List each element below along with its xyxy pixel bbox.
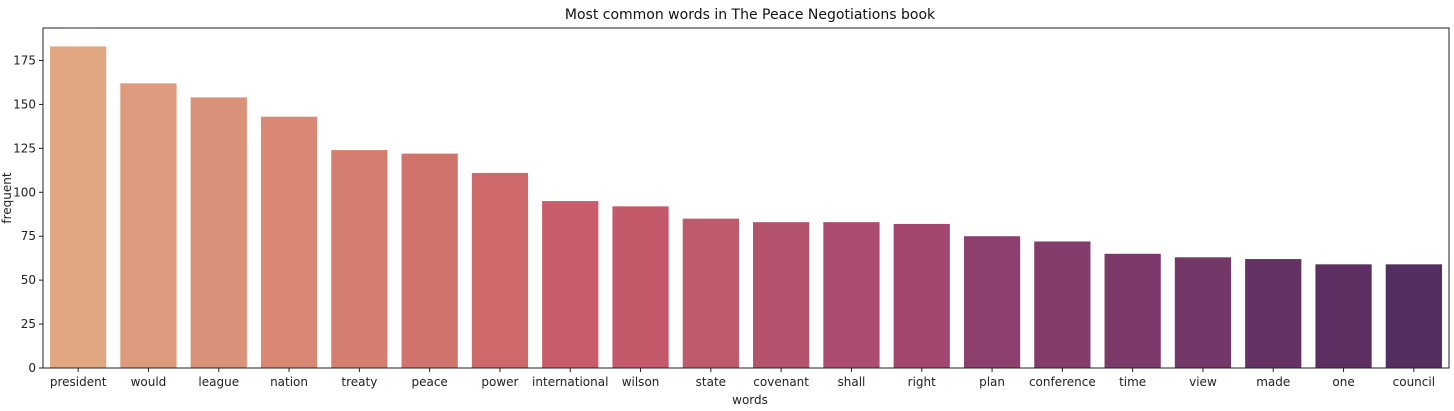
bar-state — [682, 218, 739, 368]
bar-council — [1385, 264, 1442, 368]
bar-president — [50, 46, 107, 368]
x-tick-label: power — [481, 375, 518, 389]
x-axis-title: words — [732, 393, 768, 407]
x-ticks-group: president would league nation treaty peace pow… — [50, 368, 1435, 389]
x-tick-label: made — [1256, 375, 1290, 389]
bar-would — [120, 83, 177, 368]
bar-international — [542, 201, 599, 368]
x-tick-label: time — [1119, 375, 1146, 389]
x-tick-label: plan — [979, 375, 1005, 389]
bar-conference — [1034, 241, 1091, 368]
plot-frame — [42, 27, 1450, 369]
y-tick-label: 175 — [13, 54, 36, 68]
bar-wilson — [612, 206, 669, 368]
y-tick-label: 75 — [21, 229, 36, 243]
y-ticks-group: 0 25 50 75 100 125 150 175 — [13, 54, 43, 375]
x-tick-label: conference — [1029, 375, 1096, 389]
bar-nation — [260, 116, 318, 368]
bar-treaty — [331, 150, 388, 368]
x-tick-label: president — [50, 375, 107, 389]
bar-power — [471, 172, 529, 368]
bar-right — [893, 223, 950, 368]
y-tick-label: 100 — [13, 185, 36, 199]
x-tick-label: council — [1393, 375, 1435, 389]
bar-plan — [963, 236, 1021, 368]
x-tick-label: treaty — [341, 375, 377, 389]
x-tick-label: covenant — [753, 375, 809, 389]
x-tick-label: would — [131, 375, 167, 389]
x-tick-label: view — [1189, 375, 1217, 389]
chart-title: Most common words in The Peace Negotiati… — [565, 7, 936, 23]
y-tick-label: 125 — [13, 141, 36, 155]
y-tick-label: 150 — [13, 97, 36, 111]
x-tick-label: wilson — [622, 375, 660, 389]
x-tick-label: nation — [270, 375, 308, 389]
bar-time — [1104, 253, 1161, 368]
bar-covenant — [753, 222, 810, 368]
x-tick-label: peace — [411, 375, 447, 389]
x-tick-label: one — [1332, 375, 1354, 389]
bars-group — [50, 46, 1442, 368]
x-tick-label: right — [908, 375, 936, 389]
bar-peace — [401, 153, 458, 368]
y-axis-title: frequent — [0, 172, 14, 223]
bar-shall — [823, 222, 880, 368]
y-tick-label: 25 — [21, 317, 36, 331]
x-tick-label: international — [532, 375, 608, 389]
bar-league — [190, 97, 247, 368]
bar-view — [1174, 257, 1232, 368]
x-tick-label: shall — [838, 375, 866, 389]
bar-made — [1245, 259, 1302, 368]
x-tick-label: league — [198, 375, 239, 389]
y-tick-label: 0 — [28, 361, 36, 375]
x-tick-label: state — [696, 375, 726, 389]
y-tick-label: 50 — [21, 273, 36, 287]
bar-one — [1315, 264, 1372, 368]
